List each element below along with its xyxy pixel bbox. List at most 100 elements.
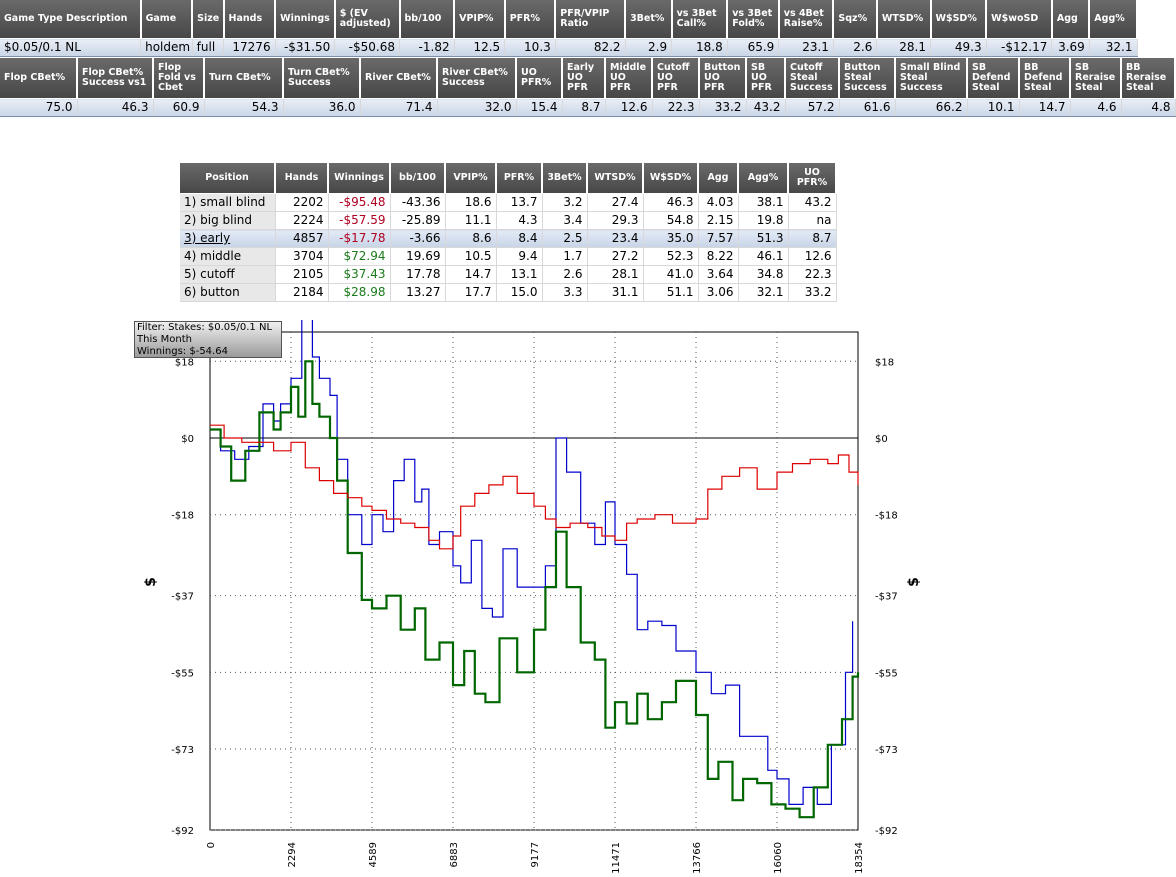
col-header[interactable]: W$woSD [986, 0, 1053, 39]
col-header[interactable]: River CBet% [360, 58, 438, 99]
col-header[interactable]: vs 3Bet Fold% [727, 0, 780, 39]
col-header[interactable]: vs 3Bet Call% [671, 0, 729, 39]
col-header[interactable]: bb/100 [399, 0, 456, 39]
table-cell: 2.15 [698, 211, 739, 230]
postflop-row[interactable]: 75.0 46.3 60.9 54.3 36.0 71.4 32.0 15.4 … [0, 98, 1176, 117]
table-row[interactable]: 5) cutoff 2105 $37.43 17.78 14.7 13.1 2.6 28.1 4… [180, 265, 837, 284]
col-header[interactable]: Winnings [275, 0, 336, 39]
col-header[interactable]: BB Defend Steal [1019, 58, 1071, 99]
table-cell: 32.1 [738, 283, 789, 302]
table-cell: 12.5 [454, 38, 506, 57]
table-row[interactable]: 3) early 4857 -$17.78 -3.66 8.6 8.4 2.5 23.4 35.… [180, 229, 837, 248]
summary-row[interactable]: $0.05/0.1 NL holdem full 17276 -$31.50 -… [0, 38, 1138, 57]
table-cell: 13.7 [496, 193, 543, 212]
col-header[interactable]: UO PFR% [788, 163, 837, 194]
col-header[interactable]: Agg [1051, 0, 1091, 39]
y-tick-label-left: -$18 [171, 511, 194, 522]
col-header[interactable]: WTSD% [587, 163, 644, 194]
table-cell: 82.2 [555, 38, 626, 57]
table-cell: 2184 [275, 283, 329, 302]
col-header[interactable]: 3Bet% [625, 0, 673, 39]
table-row[interactable]: 4) middle 3704 $72.94 19.69 10.5 9.4 1.7 27.2 52… [180, 247, 837, 266]
col-header[interactable]: SB Defend Steal [967, 58, 1020, 99]
table-cell: 27.4 [587, 193, 644, 212]
table-cell: 8.6 [445, 229, 497, 248]
y-tick-label-right: $0 [875, 434, 888, 445]
col-header[interactable]: Winnings [328, 163, 391, 194]
col-header[interactable]: Early UO PFR [562, 58, 606, 99]
series-line-showdown [210, 424, 859, 550]
col-header[interactable]: Agg [698, 163, 739, 194]
table-cell: 2202 [275, 193, 329, 212]
table-cell: 41.0 [643, 265, 699, 284]
col-header[interactable]: SB Reraise Steal [1070, 58, 1122, 99]
col-header[interactable]: W$SD% [643, 163, 699, 194]
col-header[interactable]: Cutoff Steal Success [785, 58, 840, 99]
table-cell: -$57.59 [328, 211, 391, 230]
col-header[interactable]: PFR/VPIP Ratio [555, 0, 627, 39]
col-header[interactable]: PFR% [496, 163, 543, 194]
table-cell: 4.3 [496, 211, 543, 230]
table-cell: 13.27 [390, 283, 446, 302]
table-row[interactable]: 1) small blind 2202 -$95.48 -43.36 18.6 13.7 3… [180, 193, 837, 212]
col-header[interactable]: Game [140, 0, 194, 39]
table-cell: 35.0 [643, 229, 699, 248]
y-tick-label-right: -$18 [875, 511, 898, 522]
col-header[interactable]: Turn CBet% [204, 58, 284, 99]
col-header[interactable]: Turn CBet% Success [283, 58, 361, 99]
table-row[interactable]: 6) button 2184 $28.98 13.27 17.7 15.0 3.3 31.1 5… [180, 283, 837, 302]
col-header[interactable]: River CBet% Success [437, 58, 517, 99]
table-cell: 2.6 [833, 38, 878, 57]
table-cell: 36.0 [283, 98, 361, 117]
col-header[interactable]: $ (EV adjusted) [334, 0, 401, 39]
table-cell: 23.4 [587, 229, 644, 248]
col-header[interactable]: Flop CBet% [0, 58, 78, 99]
table-cell: 23.1 [778, 38, 834, 57]
col-header[interactable]: Small Blind Steal Success [895, 58, 968, 99]
table-cell: 13.1 [496, 265, 543, 284]
col-header[interactable]: Agg% [738, 163, 789, 194]
winnings-graph[interactable]: $18 $18 $0 $0 -$18 -$18 -$37 -$37 -$55 -$55 -$73 -$… [0, 320, 1176, 877]
col-header[interactable]: Position [180, 163, 276, 194]
col-header[interactable]: W$SD% [930, 0, 988, 39]
col-header[interactable]: BB Reraise Steal [1121, 58, 1176, 99]
col-header[interactable]: vs 4Bet Raise% [778, 0, 835, 39]
col-header[interactable]: SB UO PFR [746, 58, 786, 99]
x-tick-label: 2294 [287, 842, 298, 867]
col-header[interactable]: Size [192, 0, 225, 39]
y-tick-label-left: -$37 [171, 592, 194, 603]
table-cell: 3.64 [698, 265, 739, 284]
table-row[interactable]: 2) big blind 2224 -$57.59 -25.89 11.1 4.3 3.4 2… [180, 211, 837, 230]
col-header[interactable]: Agg% [1089, 0, 1138, 39]
col-header[interactable]: UO PFR% [516, 58, 563, 99]
col-header[interactable]: Hands [223, 0, 277, 39]
col-header[interactable]: Flop Fold vs Cbet [153, 58, 205, 99]
col-header[interactable]: Sqz% [833, 0, 878, 39]
col-header[interactable]: Button Steal Success [839, 58, 896, 99]
col-header[interactable]: Flop CBet% Success vs1 [77, 58, 154, 99]
table-cell: -$31.50 [275, 38, 336, 57]
table-cell: 2105 [275, 265, 329, 284]
col-header[interactable]: 3Bet% [542, 163, 588, 194]
col-header[interactable]: Game Type Description [0, 0, 142, 39]
col-header[interactable]: bb/100 [390, 163, 446, 194]
col-header[interactable]: WTSD% [876, 0, 932, 39]
col-header[interactable]: VPIP% [454, 0, 506, 39]
col-header[interactable]: Middle UO PFR [605, 58, 653, 99]
table-cell: 2.6 [542, 265, 588, 284]
position-table-body: 1) small blind 2202 -$95.48 -43.36 18.6 13.7 3… [180, 193, 837, 302]
col-header[interactable]: VPIP% [445, 163, 497, 194]
table-cell: 65.9 [727, 38, 780, 57]
position-header-row: Position Hands Winnings bb/100 VPIP% PFR… [180, 163, 837, 194]
y-tick-label-left: -$55 [171, 668, 194, 679]
col-header[interactable]: PFR% [504, 0, 557, 39]
col-header[interactable]: Hands [275, 163, 329, 194]
plot-area[interactable] [209, 331, 859, 831]
col-header[interactable]: Button UO PFR [699, 58, 747, 99]
col-header[interactable]: Cutoff UO PFR [652, 58, 700, 99]
table-cell: 9.4 [496, 247, 543, 266]
table-cell: 10.5 [445, 247, 497, 266]
table-cell: 12.6 [788, 247, 837, 266]
table-cell: 22.3 [788, 265, 837, 284]
table-cell: 75.0 [0, 98, 78, 117]
